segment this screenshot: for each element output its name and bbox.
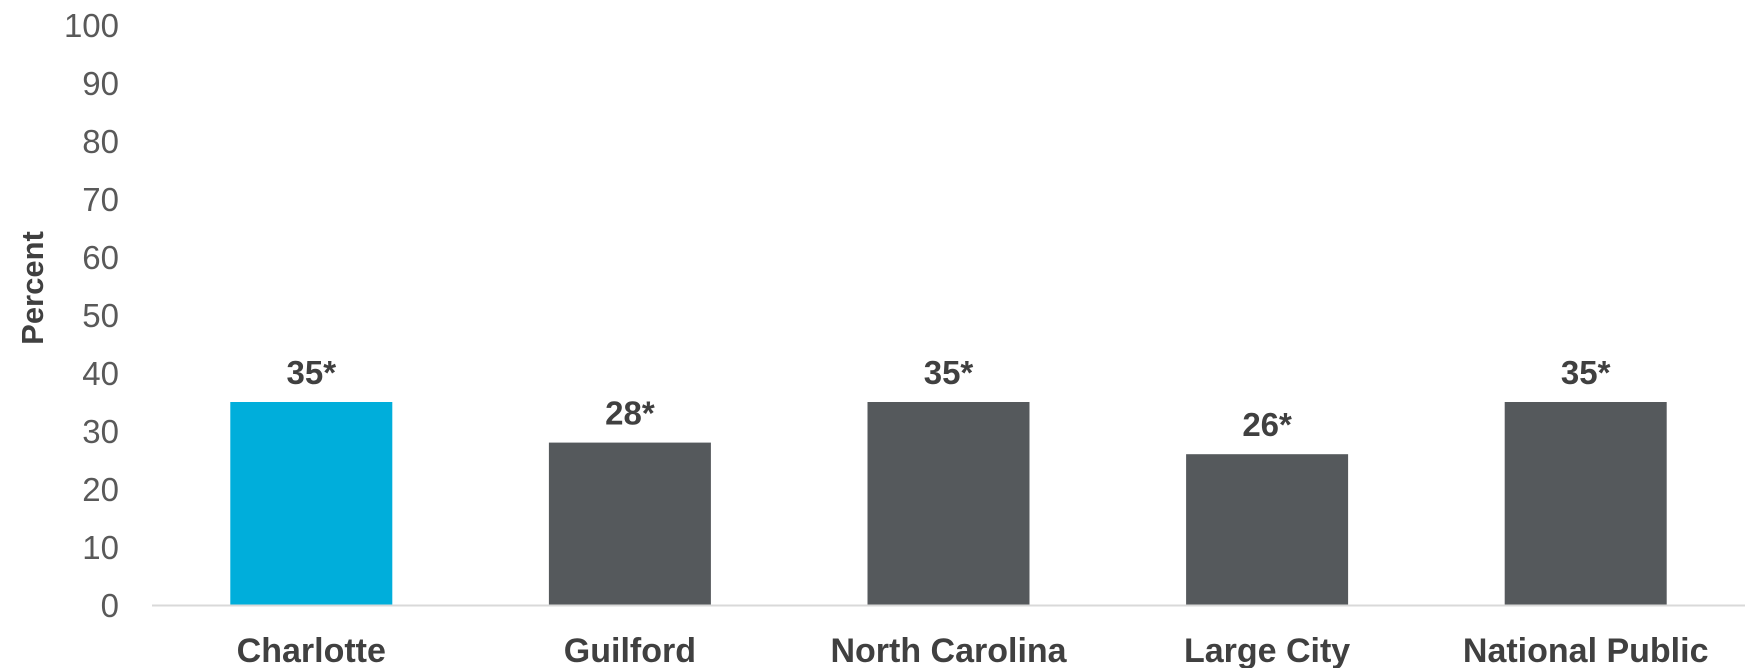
y-tick-label: 50 [82,297,119,334]
category-labels: Charlotte Guilford North Carolina Large Cit… [237,632,1709,668]
category-label: Guilford [564,632,696,668]
y-tick-label: 90 [82,65,119,102]
bars [230,402,1667,605]
y-tick-label: 60 [82,239,119,276]
category-label: National Public [1463,632,1709,668]
y-tick-label: 80 [82,123,119,160]
data-label: 35* [924,354,974,391]
y-tick-label: 40 [82,355,119,392]
bar [1186,454,1349,605]
bar [230,402,393,605]
y-tick-label: 0 [101,587,119,624]
category-label: Large City [1184,632,1350,668]
y-tick-label: 70 [82,181,119,218]
y-axis-label: Percent [15,231,50,345]
data-label: 35* [287,354,337,391]
y-tick-label: 20 [82,471,119,508]
y-tick-label: 30 [82,413,119,450]
category-label: Charlotte [237,632,386,668]
bar [867,402,1030,605]
bar [1504,402,1667,605]
y-tick-label: 100 [64,7,119,44]
data-label: 28* [605,395,655,432]
category-label: North Carolina [830,632,1067,668]
y-axis-ticks: 0 10 20 30 40 50 60 70 80 90 100 [64,7,119,624]
data-labels: 35* 28* 35* 26* 35* [287,354,1611,443]
y-tick-label: 10 [82,529,119,566]
bar [548,442,711,605]
data-label: 26* [1242,406,1292,443]
data-label: 35* [1561,354,1611,391]
